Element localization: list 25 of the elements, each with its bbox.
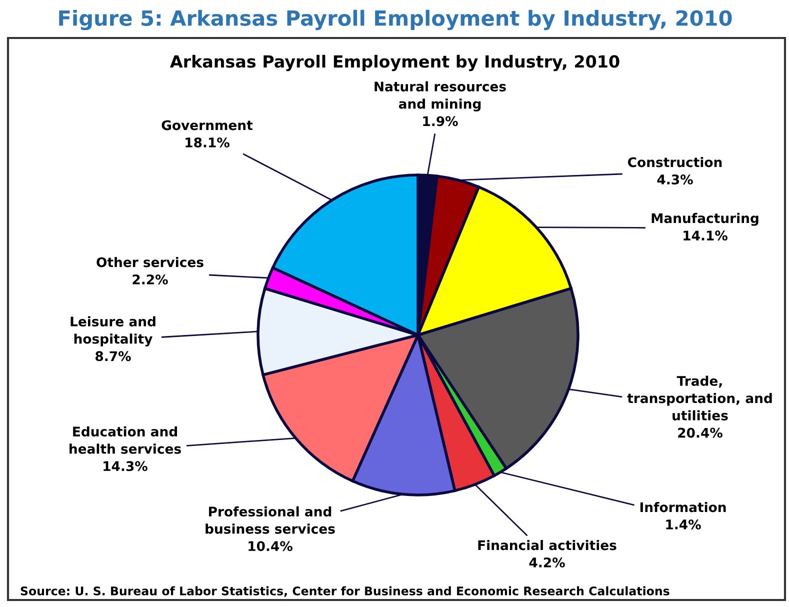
data-label: 8.7%: [96, 351, 131, 362]
data-label: 18.1%: [186, 137, 230, 148]
data-label: 20.4%: [678, 428, 722, 438]
data-label: 2.2%: [132, 274, 168, 284]
slice-label: Information: [640, 502, 726, 512]
data-label: 1.9%: [423, 116, 458, 126]
slice-label: Trade, transportation, and utilities: [627, 376, 772, 420]
slice-label: Natural resources and mining: [374, 81, 506, 112]
data-label: 14.1%: [684, 230, 728, 241]
chart-subtitle: Arkansas Payroll Employment by Industry, 2010: [170, 54, 620, 72]
slice-label: Leisure and hospitality: [70, 316, 156, 346]
slice-label: Education and health services: [70, 426, 181, 454]
slice-label: Construction: [628, 156, 722, 168]
data-label: 14.3%: [104, 461, 148, 472]
slice-label: Other services: [96, 256, 204, 268]
chart-title: Figure 5: Arkansas Payroll Employment by Industry, 2010: [59, 10, 732, 30]
data-label: 4.2%: [529, 557, 565, 568]
data-label: 4.3%: [657, 174, 693, 184]
data-label: 10.4%: [248, 541, 292, 552]
source-note: Source: U. S. Bureau of Labor Statistics, Center for Business and Economic Research Calculations: [20, 586, 670, 597]
data-label: 1.4%: [666, 519, 701, 530]
slice-label: Government: [162, 120, 253, 130]
slice-label: Professional and business services: [206, 506, 335, 534]
slice-label: Financial activities: [478, 540, 616, 550]
slice-label: Manufacturing: [652, 212, 758, 226]
